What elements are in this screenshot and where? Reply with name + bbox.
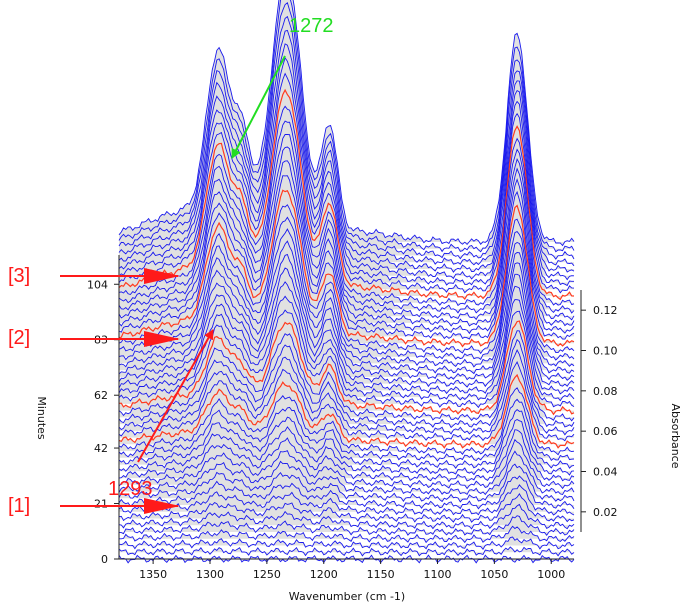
z-tick-label: 0.04	[593, 466, 618, 479]
trace-fill	[119, 493, 574, 523]
z-tick-label: 0.12	[593, 304, 618, 317]
trace-shade	[119, 526, 574, 543]
spectrum-trace	[118, 409, 575, 469]
spectrum-trace	[119, 525, 575, 544]
spectrum-trace	[118, 2, 575, 260]
annotation-2-label: [2]	[8, 327, 30, 349]
spectrum-trace	[118, 29, 575, 273]
spectrum-trace	[118, 349, 575, 436]
spectrum-trace	[118, 330, 575, 422]
spectrum-trace	[118, 0, 575, 247]
trace-shade	[119, 493, 574, 523]
spectrum-trace	[118, 475, 575, 510]
spectrum-trace	[118, 216, 575, 361]
spectrum-trace	[118, 43, 575, 281]
trace-shade	[119, 537, 574, 550]
axes	[118, 255, 582, 560]
highlighted-trace	[118, 373, 575, 449]
spectrum-trace	[118, 360, 575, 442]
highlighted-trace	[118, 88, 575, 301]
spectrum-trace	[118, 56, 574, 287]
wavenumber-ticks: 1350 1300 1250 1200 1150 1100 1050 1000	[139, 559, 565, 581]
y-tick-label: 62	[94, 389, 108, 402]
x-tick-label: 1250	[253, 568, 281, 581]
x-tick-label: 1350	[139, 568, 167, 581]
z-axis-title: Absorbance	[669, 403, 682, 468]
spectrum-trace	[118, 463, 575, 503]
spectrum-trace	[118, 429, 575, 483]
spectrum-trace	[118, 546, 575, 557]
spectrum-trace	[118, 72, 575, 294]
highlighted-trace	[118, 189, 575, 348]
spectrum-trace	[118, 536, 575, 550]
spectrum-trace	[118, 160, 575, 335]
x-tick-label: 1200	[310, 568, 338, 581]
highlighted-trace	[118, 320, 575, 416]
spectrum-trace	[118, 134, 575, 321]
spectrum-trace	[118, 228, 575, 368]
annotation-3-label: [3]	[8, 265, 30, 287]
x-tick-label: 1150	[367, 568, 395, 581]
spectrum-trace	[118, 493, 575, 523]
spectrum-trace	[118, 387, 575, 456]
absorbance-ticks: 0.02 0.04 0.06 0.08 0.10 0.12	[581, 304, 618, 519]
spectrum-trace	[118, 15, 575, 267]
annotation-1272-label: 1272	[289, 15, 334, 37]
minutes-ticks: 0 21 42 62 83 104	[87, 278, 119, 566]
spectrum-traces	[118, 0, 575, 564]
spectrum-trace	[118, 338, 575, 429]
spectrum-trace	[118, 120, 575, 314]
spectrum-trace	[118, 554, 575, 564]
spectrum-trace	[118, 503, 575, 530]
y-tick-label: 104	[87, 278, 108, 291]
annotation-1293-label: 1293	[108, 478, 153, 500]
y-tick-label: 42	[94, 442, 108, 455]
x-tick-label: 1000	[537, 568, 565, 581]
spectrum-trace	[118, 295, 575, 402]
annotation-1-label: [1]	[8, 495, 30, 517]
spectrum-trace	[118, 438, 575, 490]
spectrum-trace	[118, 281, 575, 395]
trace-shade	[119, 504, 574, 529]
z-tick-label: 0.10	[593, 345, 618, 358]
z-tick-label: 0.08	[593, 385, 618, 398]
annotation-1293-arrow	[137, 329, 214, 463]
spectrum-trace	[118, 0, 575, 253]
y-axis-title: Minutes	[35, 396, 48, 440]
spectrum-trace	[118, 418, 575, 476]
x-tick-label: 1100	[424, 568, 452, 581]
x-axis-title: Wavenumber (cm -1)	[289, 590, 405, 603]
trace-fill	[119, 526, 574, 543]
spectrum-trace	[118, 253, 575, 381]
y-tick-label: 0	[101, 553, 108, 566]
y-tick-label: 21	[94, 498, 108, 511]
spectrum-trace	[118, 267, 575, 388]
spectrum-trace	[118, 175, 575, 340]
z-tick-label: 0.06	[593, 425, 618, 438]
spectrum-trace	[118, 484, 575, 516]
trace-fill	[119, 504, 574, 529]
spectrum-trace	[118, 450, 575, 496]
spectrum-trace	[118, 105, 575, 307]
z-tick-label: 0.02	[593, 506, 618, 519]
annotations: 1272 1293 [3] [2] [1]	[8, 15, 334, 517]
x-tick-label: 1300	[196, 568, 224, 581]
x-tick-label: 1050	[480, 568, 508, 581]
spectrum-trace	[118, 309, 575, 409]
y-tick-label: 83	[94, 334, 108, 347]
spectrum-trace	[118, 240, 575, 375]
spectrum-trace	[118, 398, 575, 462]
spectrum-trace	[118, 515, 575, 537]
annotation-1272-arrow	[231, 55, 286, 159]
spectrum-trace	[118, 146, 575, 327]
spectrum-trace	[118, 204, 575, 355]
